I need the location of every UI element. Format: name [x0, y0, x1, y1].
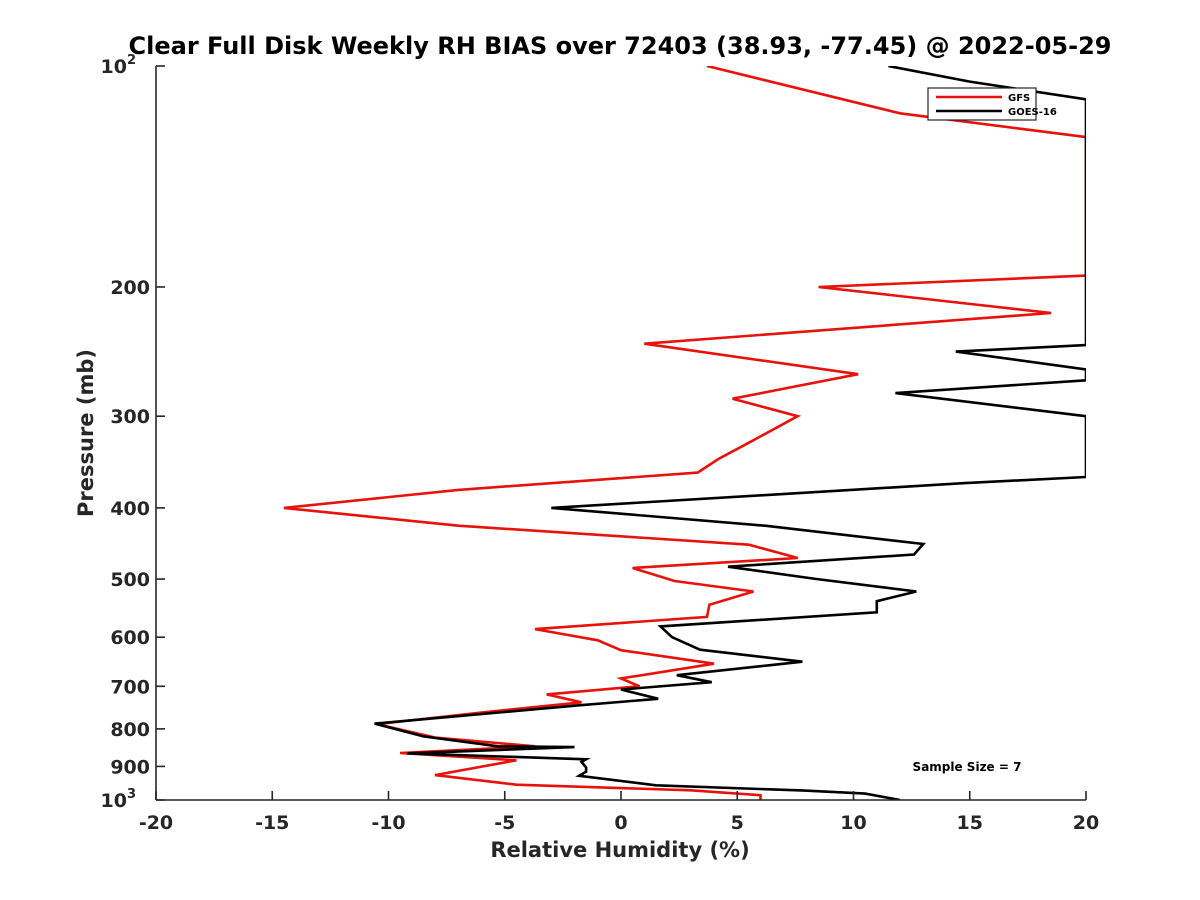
- plot-area: -20 -15 -10 -5 0 5 10 15 20 102 200 300 400 500 600 700…: [101, 53, 1100, 834]
- y-axis-label: Pressure (mb): [74, 349, 98, 517]
- y-tick-label: 103: [101, 787, 137, 812]
- legend: GFS GOES-16: [927, 87, 1057, 121]
- series-line-gfs: [283, 66, 1086, 800]
- y-tick-label: 200: [110, 277, 150, 299]
- x-axis-label: Relative Humidity (%): [490, 838, 749, 862]
- x-tick-label: 5: [731, 812, 744, 834]
- x-tick-label: -5: [494, 812, 515, 834]
- chart-title: Clear Full Disk Weekly RH BIAS over 7240…: [129, 32, 1112, 60]
- y-tick-label: 700: [110, 676, 150, 698]
- y-tick-label: 800: [110, 719, 150, 741]
- y-tick-label: 900: [110, 756, 150, 778]
- x-tick-label: -20: [139, 812, 173, 834]
- legend-label: GOES-16: [1008, 107, 1057, 118]
- x-tick-label: 20: [1073, 812, 1099, 834]
- y-tick-label: 500: [110, 569, 150, 591]
- series-group: [283, 66, 1086, 800]
- y-tick-label: 400: [110, 498, 150, 520]
- x-tick-label: -15: [255, 812, 289, 834]
- y-tick-label: 102: [101, 53, 137, 78]
- series-line-goes-16: [374, 66, 1086, 800]
- x-tick-label: 15: [957, 812, 983, 834]
- legend-box: [927, 87, 1037, 121]
- legend-label: GFS: [1008, 93, 1030, 104]
- x-tick-label: 10: [840, 812, 866, 834]
- y-tick-label: 300: [110, 406, 150, 428]
- y-tick-label: 600: [110, 627, 150, 649]
- x-tick-label: -10: [371, 812, 405, 834]
- x-tick-label: 0: [614, 812, 627, 834]
- sample-size-note: Sample Size = 7: [913, 760, 1022, 774]
